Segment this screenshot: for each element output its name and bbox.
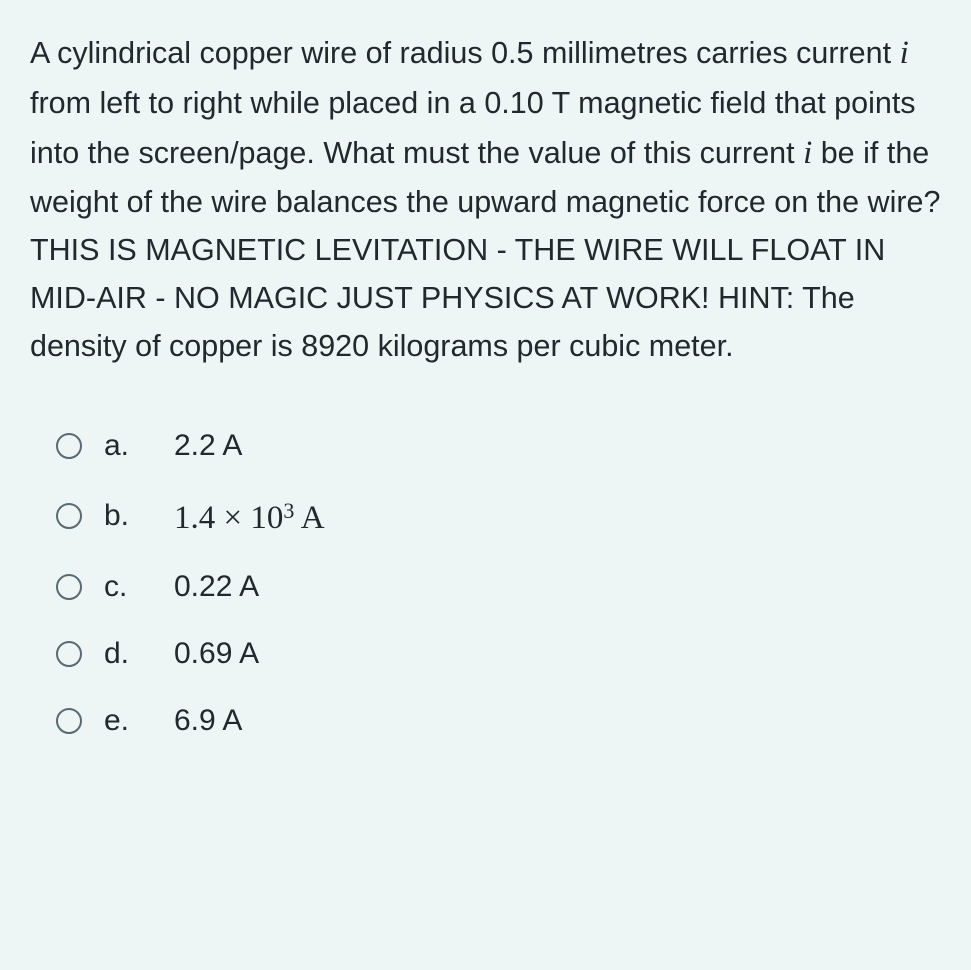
option-text: 2.2 A [174, 429, 242, 463]
option-letter: e. [104, 704, 174, 738]
option-d[interactable]: d. 0.69 A [56, 637, 941, 671]
option-e[interactable]: e. 6.9 A [56, 704, 941, 738]
option-text: 0.69 A [174, 637, 259, 671]
options-list: a. 2.2 A b. 1.4 × 103 A c. 0.22 A d. 0.6… [30, 429, 941, 738]
radio-e[interactable] [56, 708, 82, 734]
option-a[interactable]: a. 2.2 A [56, 429, 941, 463]
radio-b[interactable] [56, 503, 82, 529]
option-letter: c. [104, 570, 174, 604]
option-letter: b. [104, 499, 174, 533]
radio-a[interactable] [56, 433, 82, 459]
question-text: A cylindrical copper wire of radius 0.5 … [30, 28, 941, 371]
option-c[interactable]: c. 0.22 A [56, 570, 941, 604]
radio-c[interactable] [56, 574, 82, 600]
option-letter: d. [104, 637, 174, 671]
option-letter: a. [104, 429, 174, 463]
option-text: 0.22 A [174, 570, 259, 604]
radio-d[interactable] [56, 641, 82, 667]
option-b[interactable]: b. 1.4 × 103 A [56, 496, 941, 537]
option-text: 6.9 A [174, 704, 242, 738]
option-text: 1.4 × 103 A [174, 496, 325, 537]
